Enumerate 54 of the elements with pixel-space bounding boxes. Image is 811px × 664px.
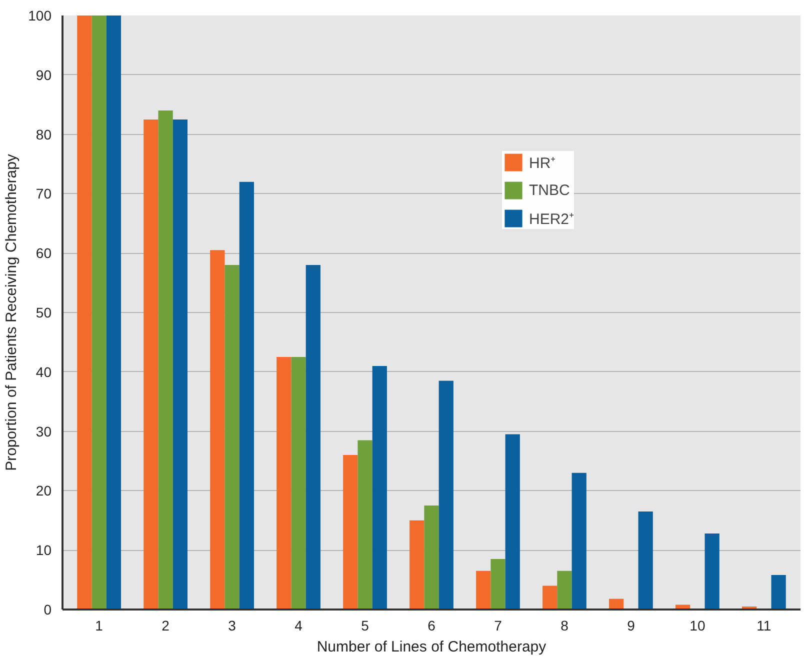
bar (358, 440, 372, 610)
bar (158, 110, 173, 610)
x-tick-label: 4 (294, 618, 303, 634)
y-axis-title: Proportion of Patients Receiving Chemotherapy (3, 154, 20, 471)
bar (490, 559, 506, 610)
legend-label: HER2⁺ (529, 210, 574, 228)
bar (424, 506, 439, 610)
x-tick-label: 2 (162, 618, 170, 634)
bar (704, 533, 720, 610)
bar (92, 16, 106, 610)
bar (291, 357, 306, 610)
bar (410, 520, 424, 610)
y-tick-label: 80 (36, 126, 52, 142)
x-tick-label: 6 (428, 618, 436, 634)
x-tick-label: 9 (627, 618, 636, 634)
bar (210, 250, 225, 610)
bar (343, 455, 358, 610)
bar (372, 366, 387, 610)
bar (505, 434, 520, 610)
y-tick-label: 100 (28, 8, 52, 24)
x-tick-label: 3 (228, 618, 236, 634)
x-tick-label: 7 (494, 618, 502, 634)
bar (144, 119, 158, 610)
x-tick-label: 8 (560, 618, 569, 634)
legend-label: HR⁺ (529, 154, 556, 172)
legend-label: TNBC (529, 182, 570, 198)
bar (106, 16, 122, 610)
bar (771, 575, 786, 610)
bar (476, 570, 491, 610)
bar (438, 380, 454, 610)
y-tick-label: 50 (36, 304, 52, 320)
bar (77, 16, 92, 610)
x-tick-label: 10 (690, 618, 706, 634)
y-tick-label: 0 (44, 602, 52, 618)
bar (224, 264, 240, 610)
bar (557, 570, 572, 610)
bar (542, 586, 558, 610)
y-tick-label: 30 (36, 423, 52, 440)
x-axis-title: Number of Lines of Chemotherapy (316, 638, 547, 656)
y-tick-label: 70 (36, 186, 52, 202)
bar (276, 357, 292, 610)
x-tick-label: 5 (361, 618, 370, 634)
bar (239, 182, 254, 610)
x-tick-label: 11 (756, 618, 772, 634)
bar (572, 472, 586, 610)
y-tick-label: 40 (36, 364, 52, 380)
x-tick-label: 1 (95, 618, 104, 634)
y-tick-label: 90 (36, 66, 52, 83)
y-tick-label: 20 (36, 482, 52, 499)
bar (172, 119, 188, 610)
y-tick-label: 10 (36, 542, 52, 558)
y-tick-label: 60 (36, 245, 52, 262)
bar (638, 511, 653, 610)
bar (306, 264, 320, 610)
